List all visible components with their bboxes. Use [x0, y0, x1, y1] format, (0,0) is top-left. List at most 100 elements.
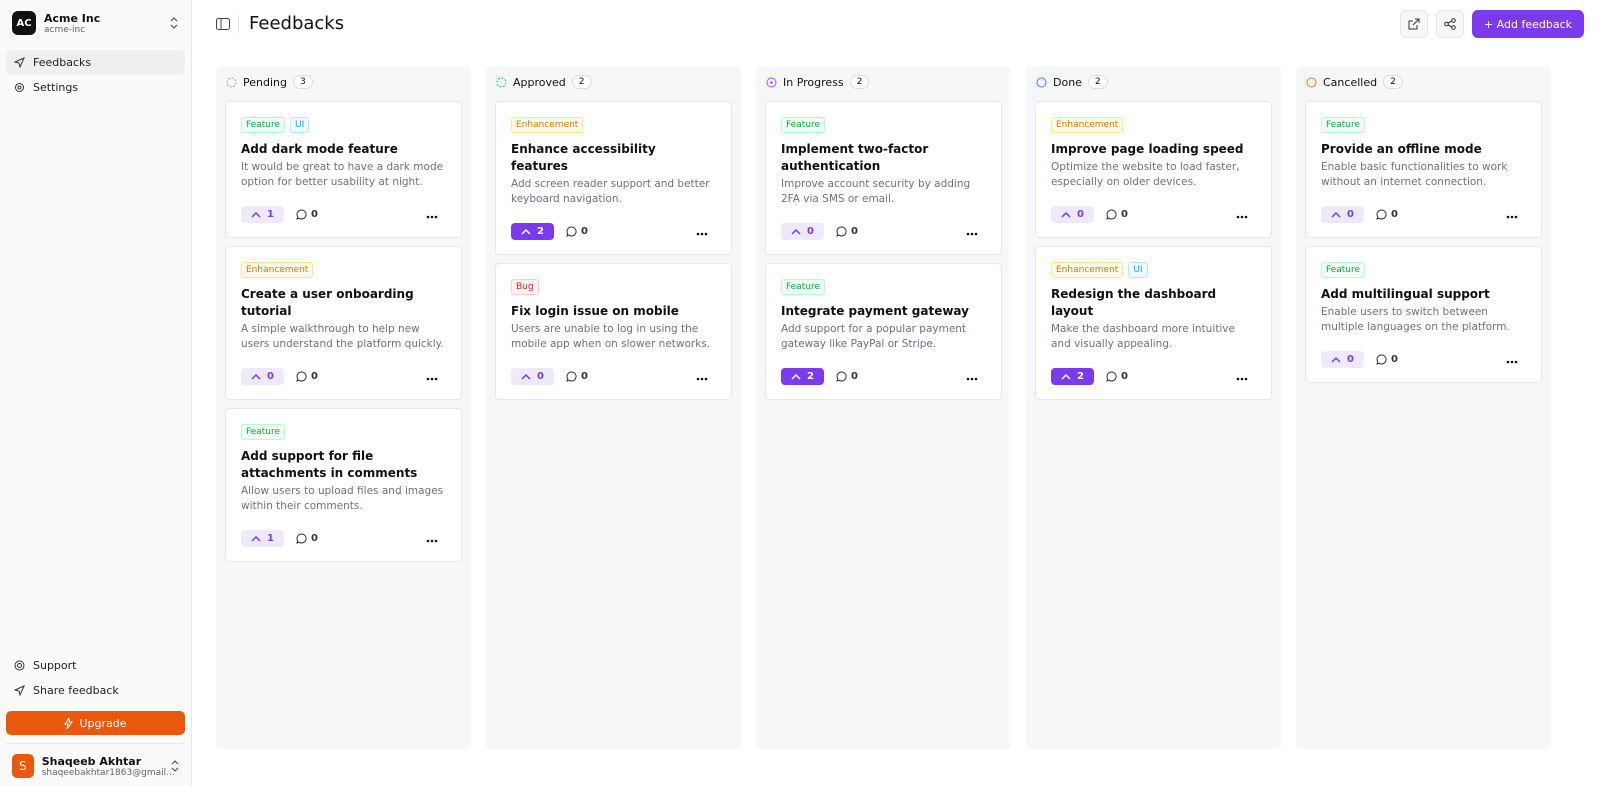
icon	[836, 371, 847, 382]
column-count: 3	[292, 75, 313, 89]
more-menu[interactable]	[1506, 353, 1526, 367]
nav-share[interactable]: Share feedback	[6, 678, 185, 703]
icon	[426, 539, 438, 543]
icon	[1376, 209, 1387, 220]
upgrade-button[interactable]: Upgrade	[6, 711, 185, 735]
upvote-button[interactable]: 1	[241, 206, 284, 223]
user-menu[interactable]: S Shaqeeb Akhtar shaqeebakhtar1863@gmail.…	[6, 743, 185, 778]
comments[interactable]: 0	[296, 371, 318, 382]
card-description: Users are unable to log in using the mob…	[511, 323, 711, 350]
more-menu[interactable]	[1236, 370, 1256, 384]
feedback-card[interactable]: Feature Provide an offline mode Enable bas…	[1305, 101, 1542, 238]
add-feedback[interactable]: + Add feedback	[1471, 10, 1584, 38]
upvote-button[interactable]: 2	[781, 368, 824, 385]
icon	[566, 226, 577, 237]
comments[interactable]: 0	[566, 371, 588, 382]
tags: Enhancement	[511, 117, 716, 133]
tag: Enhancement	[241, 262, 314, 278]
comment-count: 0	[1390, 209, 1398, 220]
feedback-card[interactable]: Feature Add support for file attachments …	[225, 408, 462, 562]
tags: Feature	[781, 117, 986, 133]
icon-svg	[766, 77, 777, 87]
comments[interactable]: 0	[296, 533, 318, 544]
feedback-card[interactable]: Bug Fix login issue on mobile Users are un…	[495, 263, 732, 400]
feedback-card[interactable]: Feature Integrate payment gateway Add supp…	[765, 263, 1002, 400]
more-menu[interactable]	[426, 370, 446, 384]
more-menu[interactable]	[1236, 208, 1256, 222]
upvote-button[interactable]: 0	[1321, 351, 1364, 368]
icon	[296, 533, 307, 544]
comments[interactable]: 0	[1106, 209, 1128, 220]
more-menu[interactable]	[966, 370, 986, 384]
icon	[1376, 354, 1387, 365]
tags: Feature	[1321, 262, 1526, 278]
board: Pending 3 Feature UI Add dark mode feature It…	[216, 66, 1551, 749]
card-title: Improve page loading speed	[1051, 142, 1244, 156]
upvote-button[interactable]: 2	[511, 223, 554, 240]
column-count: 2	[1087, 75, 1108, 89]
tags: Feature	[1321, 117, 1526, 133]
comments[interactable]: 0	[296, 209, 318, 220]
more-menu[interactable]	[426, 208, 446, 222]
icon-svg	[251, 211, 261, 218]
upvote-button[interactable]: 0	[241, 368, 284, 385]
sidebar-toggle[interactable]	[216, 18, 230, 30]
tag: Feature	[781, 279, 826, 295]
comments[interactable]: 0	[1376, 354, 1398, 365]
upvote-button[interactable]: 1	[241, 530, 284, 547]
icon-svg	[1106, 371, 1117, 382]
upvote-button[interactable]: 0	[1321, 206, 1364, 223]
comments[interactable]: 0	[566, 226, 588, 237]
icon	[64, 717, 74, 729]
icon	[251, 373, 261, 381]
comments[interactable]: 0	[1106, 371, 1128, 382]
upvote-button[interactable]: 0	[781, 223, 824, 240]
column-count: 2	[571, 75, 592, 89]
upvote-button[interactable]: 0	[1051, 206, 1094, 223]
feedback-card[interactable]: Enhancement Enhance accessibility feature…	[495, 101, 732, 255]
feedback-card[interactable]: Feature Add multilingual support Enable us…	[1305, 246, 1542, 383]
feedback-card[interactable]: Enhancement Improve page loading speed Opt…	[1035, 101, 1272, 238]
user-name: Shaqeeb Akhtar	[41, 754, 142, 768]
more-menu[interactable]	[1506, 208, 1526, 222]
upgrade-label: Upgrade	[79, 716, 127, 730]
share[interactable]	[1435, 10, 1464, 38]
upvote-button[interactable]: 2	[1051, 368, 1094, 385]
comment-count: 0	[850, 371, 858, 382]
comments[interactable]: 0	[1376, 209, 1398, 220]
column: In Progress 2 Feature Implement two-factor …	[756, 66, 1011, 749]
comments[interactable]: 0	[836, 371, 858, 382]
icon-svg	[791, 228, 801, 235]
nav-feedbacks[interactable]: Feedbacks	[6, 50, 185, 75]
column-count: 2	[849, 75, 870, 89]
feedback-card[interactable]: Enhancement Create a user onboarding tuto…	[225, 246, 462, 400]
icon-svg	[836, 371, 847, 382]
icon-svg	[836, 226, 847, 237]
icon	[1506, 215, 1518, 219]
header: Feedbacks + Add feedback	[192, 0, 1600, 48]
feedback-card[interactable]: Feature Implement two-factor authenticati…	[765, 101, 1002, 255]
tag: Enhancement	[1051, 262, 1124, 278]
more-menu[interactable]	[426, 532, 446, 546]
tag: Feature	[241, 117, 286, 133]
more-menu[interactable]	[966, 225, 986, 239]
column: Done 2 Enhancement Improve page loading spe…	[1026, 66, 1281, 749]
column: Cancelled 2 Feature Provide an offline mode…	[1296, 66, 1551, 749]
feedback-card[interactable]: Enhancement UI Redesign the dashboard layo…	[1035, 246, 1272, 400]
feedback-card[interactable]: Feature UI Add dark mode feature It would b…	[225, 101, 462, 238]
comments[interactable]: 0	[836, 226, 858, 237]
org-switcher[interactable]: AC Acme Inc acme-inc	[6, 8, 185, 38]
more-menu[interactable]	[696, 225, 716, 239]
upvote-count: 1	[267, 533, 274, 544]
nav-settings[interactable]: Settings	[6, 75, 185, 100]
nav-support[interactable]: Support	[6, 653, 185, 678]
open-external[interactable]	[1399, 10, 1428, 38]
column-count: 2	[1383, 75, 1403, 89]
upvote-count: 2	[807, 371, 814, 382]
icon	[966, 232, 978, 236]
icon	[1306, 77, 1317, 88]
upvote-button[interactable]: 0	[511, 368, 554, 385]
more-menu[interactable]	[696, 370, 716, 384]
